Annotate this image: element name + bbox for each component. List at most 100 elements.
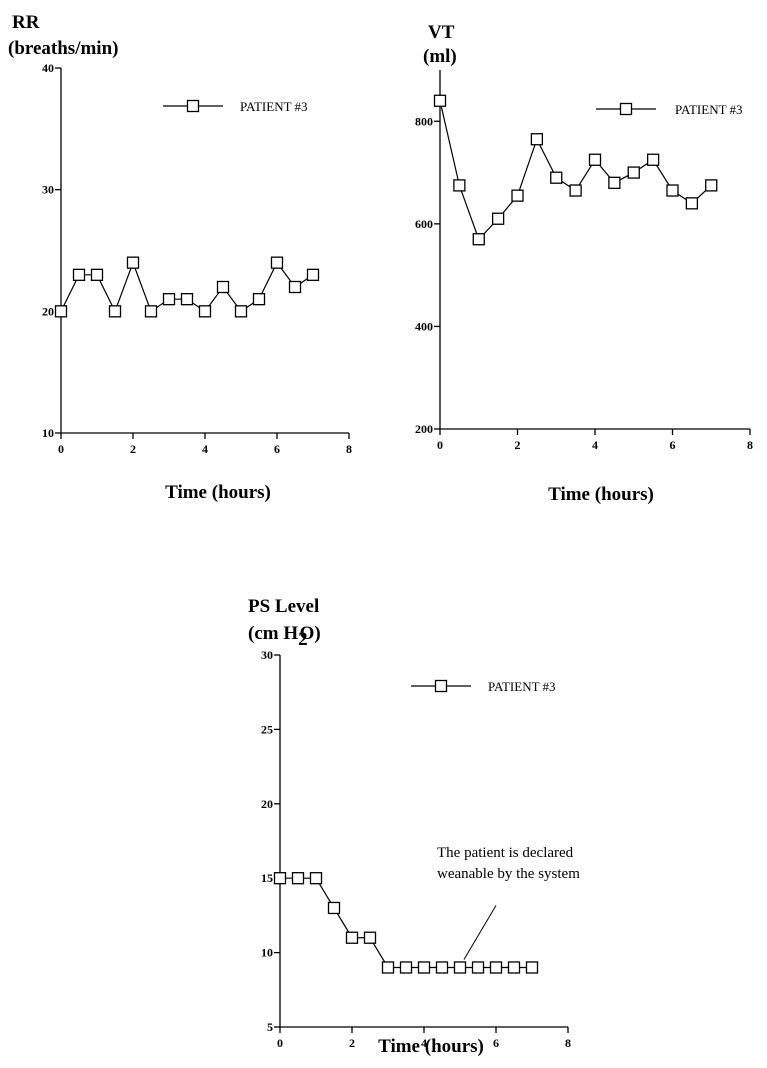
vt-data-point [433, 94, 447, 107]
ps-x-tick-label: 4 [421, 1036, 427, 1050]
rr-y-tick-label: 20 [42, 304, 54, 318]
ps-x-tick-label: 6 [493, 1036, 499, 1050]
ps-data-point [453, 961, 467, 974]
vt-data-point [550, 171, 563, 184]
ps-y-tick-label: 5 [267, 1020, 273, 1034]
rr-data-point [252, 293, 266, 306]
ps-data-point [291, 872, 305, 885]
ps-data-point [273, 872, 287, 885]
ps-annotation-pointer [463, 905, 497, 960]
ps-data-point [327, 901, 341, 915]
ps-ylabel-unit-suffix: O) [300, 623, 321, 644]
rr-data-point [306, 268, 320, 281]
rr-data-point [234, 305, 248, 318]
vt-y-tick-label: 800 [415, 114, 433, 128]
vt-data-point [588, 153, 602, 166]
vt-data-point [472, 233, 485, 246]
vt-data-point [491, 212, 505, 225]
rr-data-point [270, 256, 284, 269]
ps-data-point [417, 961, 431, 974]
vt-legend-marker [619, 102, 633, 116]
vt-data-point [685, 197, 699, 210]
vt-data-point [608, 176, 621, 189]
ps-series-line [280, 877, 532, 969]
ps-data-point [399, 961, 413, 974]
vt-y-tick-label: 200 [415, 422, 433, 436]
vt-data-point [511, 189, 524, 202]
annotation-line2: weanable by the system [437, 866, 580, 882]
ps-x-tick-label: 8 [565, 1036, 571, 1050]
rr-ylabel-line2: (breaths/min) [8, 38, 118, 59]
vt-xlabel: Time (hours) [548, 484, 654, 505]
rr-y-tick-label: 10 [42, 426, 54, 440]
rr-data-point [126, 256, 140, 269]
chart-vt: VT (ml) 0 2 4 6 8 200 400 600 800 PATIENT #3 Time… [415, 22, 753, 505]
ps-x-tick-label: 2 [349, 1036, 355, 1050]
rr-data-point [162, 293, 176, 306]
rr-data-point [180, 293, 194, 306]
vt-y-tick-label: 400 [415, 319, 433, 333]
rr-y-tick-label: 30 [42, 183, 54, 197]
rr-data-point [90, 268, 104, 281]
vt-plot: 0 2 4 6 8 200 400 600 800 PATIENT #3 [415, 70, 753, 452]
rr-data-point [144, 305, 158, 318]
ps-data-point [525, 961, 539, 974]
ps-plot: 0 2 4 6 8 5 10 15 20 25 30 PATIENT #3 [261, 648, 571, 1050]
vt-data-point [627, 166, 640, 179]
ps-y-tick-label: 30 [261, 648, 273, 662]
ps-data-point [471, 961, 485, 974]
vt-data-point [530, 133, 544, 146]
rr-legend-label: PATIENT #3 [240, 99, 308, 114]
rr-y-tick-label: 40 [42, 61, 54, 75]
chart-ps-level: PS Level (cm H2O) 0 2 4 6 851015202530PATIEN… [248, 596, 580, 1057]
rr-x-tick-label: 8 [346, 442, 352, 456]
ps-ylabel-unit-prefix: (cm H [248, 623, 298, 644]
rr-xlabel: Time (hours) [165, 482, 271, 503]
vt-legend-label: PATIENT #3 [675, 102, 743, 117]
ps-y-tick-label: 20 [261, 797, 273, 811]
vt-data-point [569, 184, 582, 197]
rr-plot: 0 2 4 6 8 10 20 30 40 PATIENT #3 [42, 61, 352, 456]
rr-x-tick-label: 2 [130, 442, 136, 456]
ps-ylabel-line1: PS Level [248, 596, 319, 617]
ps-ylabel-subscript: 2 [298, 629, 308, 650]
ps-data-point [381, 961, 395, 974]
rr-data-point [108, 305, 122, 318]
vt-x-tick-label: 4 [592, 438, 598, 452]
rr-data-point [198, 305, 212, 318]
vt-data-point [705, 179, 718, 192]
chart-rr: RR (breaths/min) 0 2 4 6 8 10 20 30 40 PATIENT #3… [8, 12, 352, 503]
ps-y-tick-label: 25 [261, 722, 273, 736]
ps-data-point [435, 961, 449, 974]
vt-data-point [453, 179, 466, 192]
ps-y-tick-label: 15 [261, 871, 273, 885]
ps-ylabel-line2: (cm H2O) [248, 623, 321, 650]
ps-data-point [489, 961, 503, 974]
rr-data-point [216, 280, 230, 294]
vt-x-tick-label: 0 [437, 438, 443, 452]
rr-legend-marker [186, 99, 200, 113]
ps-xlabel: Time (hours) [378, 1036, 484, 1057]
ps-data-point [345, 931, 359, 944]
rr-data-point [72, 268, 86, 281]
vt-series-line [439, 100, 712, 241]
vt-data-point [646, 153, 660, 166]
annotation-line1: The patient is declared [437, 845, 574, 861]
ps-x-tick-label: 0 [277, 1036, 283, 1050]
ps-data-point [309, 872, 323, 885]
ps-y-tick-label: 10 [261, 946, 273, 960]
vt-x-tick-label: 8 [747, 438, 753, 452]
ps-legend-marker [434, 679, 448, 693]
ps-data-point [507, 961, 521, 974]
vt-data-point [666, 184, 679, 197]
rr-data-point [54, 305, 68, 318]
vt-x-tick-label: 2 [515, 438, 521, 452]
rr-x-tick-label: 4 [202, 442, 208, 456]
vt-ylabel-line1: VT [428, 22, 455, 43]
vt-ylabel-line2: (ml) [423, 46, 457, 67]
ps-legend-label: PATIENT #3 [488, 679, 556, 694]
vt-x-tick-label: 6 [670, 438, 676, 452]
rr-data-point [288, 280, 302, 294]
vt-y-tick-label: 600 [415, 217, 433, 231]
